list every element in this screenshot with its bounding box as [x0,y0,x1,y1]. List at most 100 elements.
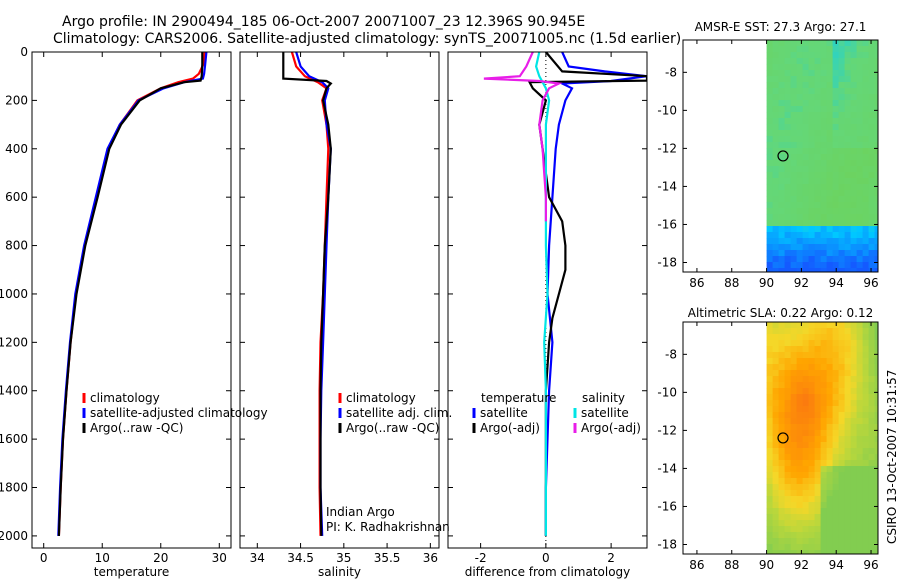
map-cell [856,352,863,359]
x-tick-label: 94 [829,276,844,290]
map-cell [868,526,875,533]
y-tick-label: -16 [657,499,677,513]
map-cell [808,172,815,179]
map-cell [862,322,869,329]
map-cell [826,472,833,479]
map-cell [802,94,809,101]
map-cell [862,532,869,539]
map-cell [832,508,839,515]
map-cell [772,418,779,425]
map-cell [772,376,779,383]
map-cell [808,496,815,503]
map-cell [772,256,779,263]
map-cell [874,550,879,555]
map-cell [796,382,803,389]
map-cell [778,550,785,555]
map-cell [868,94,875,101]
map-cell [874,220,879,227]
map-cell [850,82,857,89]
map-cell [826,466,833,473]
map-cell [862,400,869,407]
map-cell [802,184,809,191]
map-cell [862,262,869,269]
map-cell [790,454,797,461]
map-cell [832,496,839,503]
map-cell [772,58,779,65]
map-cell [826,376,833,383]
map-cell [766,166,773,173]
map-cell [862,94,869,101]
map-cell [820,400,827,407]
map-cell [856,472,863,479]
map-cell [778,370,785,377]
map-cell [808,544,815,551]
map-cell [844,520,851,527]
map-cell [856,466,863,473]
map-cell [832,52,839,59]
map-cell [832,130,839,137]
map-cell [814,394,821,401]
map-cell [802,70,809,77]
map-cell [868,160,875,167]
map-cell [850,232,857,239]
map-cell [790,340,797,347]
map-cell [826,430,833,437]
y-tick-label: -12 [657,141,677,155]
map-cell [844,160,851,167]
map-cell [814,334,821,341]
map-cell [796,364,803,371]
map-cell [790,472,797,479]
map-cell [766,490,773,497]
map-cell [778,130,785,137]
map-cell [874,58,879,65]
legend-label: Argo(-adj) [480,421,540,435]
map-cell [808,226,815,233]
map-cell [766,346,773,353]
map-cell [838,478,845,485]
map-cell [874,340,879,347]
map-cell [784,94,791,101]
map-cell [820,82,827,89]
map-cell [856,214,863,221]
map-cell [844,400,851,407]
map-cell [766,400,773,407]
map-cell [814,484,821,491]
map-cell [832,94,839,101]
map-cell [826,508,833,515]
map-cell [772,112,779,119]
map-cell [778,112,785,119]
map-cell [790,334,797,341]
map-cell [844,442,851,449]
map-cell [862,190,869,197]
map-cell [766,136,773,143]
map-cell [784,514,791,521]
map-cell [850,382,857,389]
map-cell [850,238,857,245]
map-cell [814,370,821,377]
map-cell [814,352,821,359]
map-cell [844,166,851,173]
map-cell [778,538,785,545]
map-cell [766,370,773,377]
map-cell [832,484,839,491]
map-cell [868,496,875,503]
map-cell [778,184,785,191]
map-cell [874,106,879,113]
map-cell [862,466,869,473]
map-cell [796,88,803,95]
map-cell [766,220,773,227]
map-cell [832,448,839,455]
map-cell [802,346,809,353]
map-cell [832,64,839,71]
map-cell [820,76,827,83]
map-cell [826,460,833,467]
map-cell [772,76,779,83]
map-cell [772,484,779,491]
map-cell [868,184,875,191]
map-cell [874,544,879,551]
map-cell [790,322,797,329]
map-cell [784,148,791,155]
map-cell [874,478,879,485]
map-cell [856,190,863,197]
map-cell [826,334,833,341]
